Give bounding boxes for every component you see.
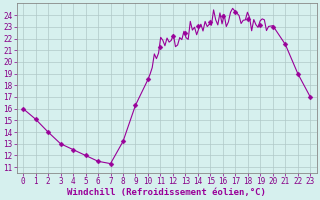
X-axis label: Windchill (Refroidissement éolien,°C): Windchill (Refroidissement éolien,°C) xyxy=(67,188,266,197)
